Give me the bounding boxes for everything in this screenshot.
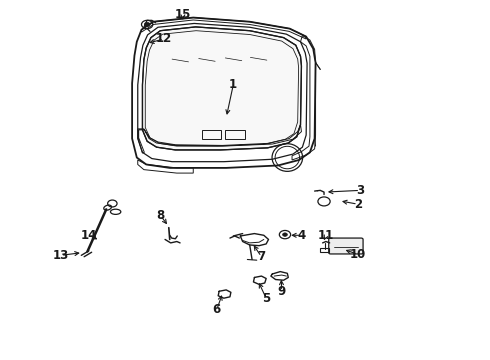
Polygon shape — [143, 27, 301, 150]
Text: 7: 7 — [257, 250, 266, 263]
Text: 5: 5 — [262, 292, 270, 305]
Circle shape — [283, 233, 287, 236]
Text: 8: 8 — [156, 209, 165, 222]
Text: 3: 3 — [356, 184, 364, 197]
Bar — [202, 130, 221, 139]
Circle shape — [145, 22, 150, 27]
Bar — [225, 130, 245, 139]
Text: 14: 14 — [81, 229, 97, 242]
Text: 13: 13 — [52, 249, 69, 262]
Text: 12: 12 — [156, 32, 172, 45]
Text: 9: 9 — [277, 285, 286, 298]
Text: 6: 6 — [213, 303, 221, 316]
FancyBboxPatch shape — [329, 238, 363, 254]
Text: 11: 11 — [318, 229, 334, 243]
Text: 15: 15 — [175, 8, 191, 21]
Text: 1: 1 — [229, 78, 237, 91]
Text: 4: 4 — [297, 229, 306, 242]
Text: 2: 2 — [354, 198, 362, 211]
Text: 10: 10 — [350, 248, 366, 261]
